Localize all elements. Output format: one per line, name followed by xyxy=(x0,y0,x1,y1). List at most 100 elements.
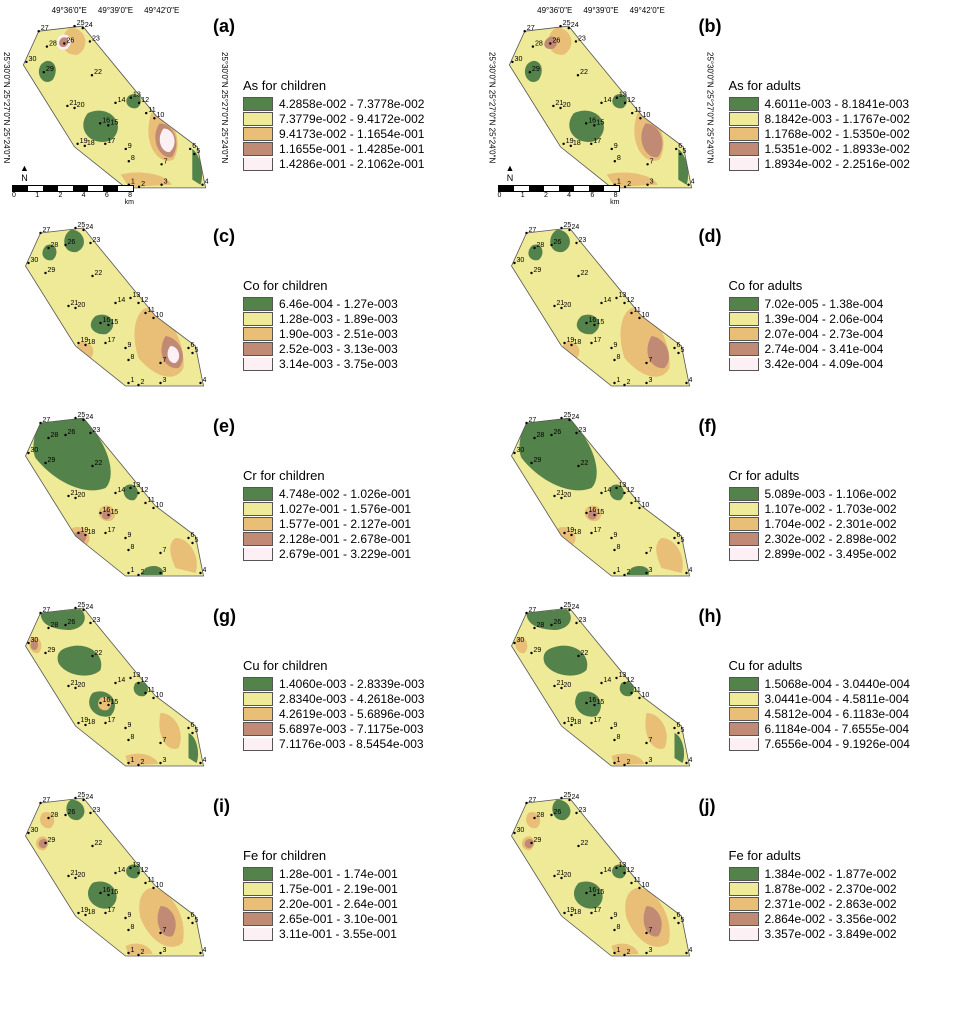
svg-text:26: 26 xyxy=(552,36,560,44)
svg-text:24: 24 xyxy=(571,414,579,421)
legend-label: 3.357e-002 - 3.849e-002 xyxy=(765,927,897,941)
svg-text:12: 12 xyxy=(141,96,149,104)
coords-left: 25°30'0"N 25°27'0"N 25°24'0"N xyxy=(2,8,11,208)
svg-text:8: 8 xyxy=(131,734,135,741)
svg-text:18: 18 xyxy=(573,719,581,726)
svg-text:12: 12 xyxy=(627,96,635,104)
scalebar: 012468 km xyxy=(12,185,134,206)
svg-text:9: 9 xyxy=(128,142,132,150)
panel-c: 2725242826233029222120141312111016151918… xyxy=(8,218,484,398)
legend-label: 1.28e-001 - 1.74e-001 xyxy=(279,867,398,881)
svg-text:16: 16 xyxy=(103,887,111,894)
panel-i: 2725242826233029222120141312111016151918… xyxy=(8,788,484,968)
legend-label: 1.4286e-001 - 2.1062e-001 xyxy=(279,157,424,171)
legend-label: 2.371e-002 - 2.863e-002 xyxy=(765,897,897,911)
panel-letter: (c) xyxy=(213,226,235,247)
svg-text:4: 4 xyxy=(203,757,207,764)
legend-row: 1.4060e-003 - 2.8339e-003 xyxy=(243,677,424,691)
svg-text:9: 9 xyxy=(613,142,617,150)
svg-text:11: 11 xyxy=(148,106,155,114)
svg-text:29: 29 xyxy=(533,647,541,654)
svg-text:10: 10 xyxy=(156,111,164,119)
legend-title: Co for children xyxy=(243,278,398,293)
svg-text:17: 17 xyxy=(593,717,601,724)
legend: Fe for adults1.384e-002 - 1.877e-0021.87… xyxy=(729,848,897,942)
svg-text:23: 23 xyxy=(93,237,101,244)
svg-text:25: 25 xyxy=(77,19,85,27)
legend-label: 5.6897e-003 - 7.1175e-003 xyxy=(279,722,424,736)
coords-left: 25°30'0"N 25°27'0"N 25°24'0"N xyxy=(488,8,497,208)
coords-right: 25°30'0"N 25°27'0"N 25°24'0"N xyxy=(706,8,715,208)
svg-text:5: 5 xyxy=(195,537,199,544)
svg-text:8: 8 xyxy=(616,544,620,551)
svg-text:29: 29 xyxy=(48,837,56,844)
legend-label: 1.107e-002 - 1.703e-002 xyxy=(765,502,897,516)
svg-text:7: 7 xyxy=(649,157,653,165)
svg-text:14: 14 xyxy=(603,96,611,104)
svg-text:12: 12 xyxy=(626,487,634,494)
svg-text:4: 4 xyxy=(688,947,692,954)
legend-label: 3.0441e-004 - 4.5811e-004 xyxy=(765,692,910,706)
svg-text:17: 17 xyxy=(593,137,601,145)
svg-text:27: 27 xyxy=(43,797,51,804)
svg-text:16: 16 xyxy=(588,317,596,324)
svg-text:17: 17 xyxy=(108,337,116,344)
legend-row: 6.1184e-004 - 7.6555e-004 xyxy=(729,722,910,736)
svg-text:3: 3 xyxy=(648,947,652,954)
svg-text:3: 3 xyxy=(648,567,652,574)
svg-text:9: 9 xyxy=(128,532,132,539)
svg-text:20: 20 xyxy=(78,872,86,879)
svg-text:10: 10 xyxy=(156,312,164,319)
legend-row: 4.748e-002 - 1.026e-001 xyxy=(243,487,411,501)
svg-text:16: 16 xyxy=(103,697,111,704)
svg-text:5: 5 xyxy=(680,537,684,544)
svg-text:11: 11 xyxy=(633,687,640,694)
legend-label: 2.864e-002 - 3.356e-002 xyxy=(765,912,897,926)
svg-text:2: 2 xyxy=(141,569,145,576)
svg-text:25: 25 xyxy=(563,222,571,229)
map: 2725242826233029222120141312111016151918… xyxy=(494,408,709,588)
legend-label: 2.07e-004 - 2.73e-004 xyxy=(765,327,884,341)
svg-text:23: 23 xyxy=(578,617,586,624)
coords-right: 25°30'0"N 25°27'0"N 25°24'0"N xyxy=(220,8,229,208)
svg-text:11: 11 xyxy=(148,877,155,884)
svg-text:22: 22 xyxy=(580,270,588,277)
svg-text:24: 24 xyxy=(571,604,579,611)
legend-label: 5.089e-003 - 1.106e-002 xyxy=(765,487,897,501)
legend-label: 4.748e-002 - 1.026e-001 xyxy=(279,487,411,501)
svg-text:18: 18 xyxy=(573,909,581,916)
svg-text:26: 26 xyxy=(68,619,76,626)
svg-text:18: 18 xyxy=(573,529,581,536)
svg-text:16: 16 xyxy=(102,116,110,124)
legend-label: 3.42e-004 - 4.09e-004 xyxy=(765,357,884,371)
svg-text:27: 27 xyxy=(43,227,51,234)
svg-text:2: 2 xyxy=(626,759,630,766)
svg-text:16: 16 xyxy=(588,887,596,894)
svg-text:1: 1 xyxy=(131,377,135,384)
map: 2725242826233029222120141312111016151918… xyxy=(8,788,223,968)
panel-b: 49°36'0"E 49°39'0"E 49°42'0"E 25°30'0"N … xyxy=(494,8,970,208)
svg-text:5: 5 xyxy=(680,347,684,354)
svg-text:22: 22 xyxy=(95,270,103,277)
svg-text:29: 29 xyxy=(46,65,54,73)
svg-text:4: 4 xyxy=(688,377,692,384)
svg-text:7: 7 xyxy=(648,357,652,364)
legend-row: 3.357e-002 - 3.849e-002 xyxy=(729,927,897,941)
panel-letter: (i) xyxy=(213,796,230,817)
svg-text:17: 17 xyxy=(108,907,116,914)
svg-text:1: 1 xyxy=(616,567,620,574)
svg-text:26: 26 xyxy=(553,809,561,816)
svg-text:15: 15 xyxy=(111,889,119,896)
legend-label: 3.11e-001 - 3.55e-001 xyxy=(279,927,397,941)
svg-text:23: 23 xyxy=(93,617,101,624)
legend-row: 3.14e-003 - 3.75e-003 xyxy=(243,357,398,371)
svg-text:20: 20 xyxy=(78,492,86,499)
legend-label: 1.28e-003 - 1.89e-003 xyxy=(279,312,398,326)
map: 2725242826233029222120141312111016151918… xyxy=(494,788,709,968)
svg-text:18: 18 xyxy=(573,339,581,346)
svg-text:30: 30 xyxy=(516,637,524,644)
panel-letter: (f) xyxy=(699,416,717,437)
scalebar: 012468 km xyxy=(498,185,620,206)
legend-title: Cr for children xyxy=(243,468,411,483)
svg-text:2: 2 xyxy=(626,949,630,956)
